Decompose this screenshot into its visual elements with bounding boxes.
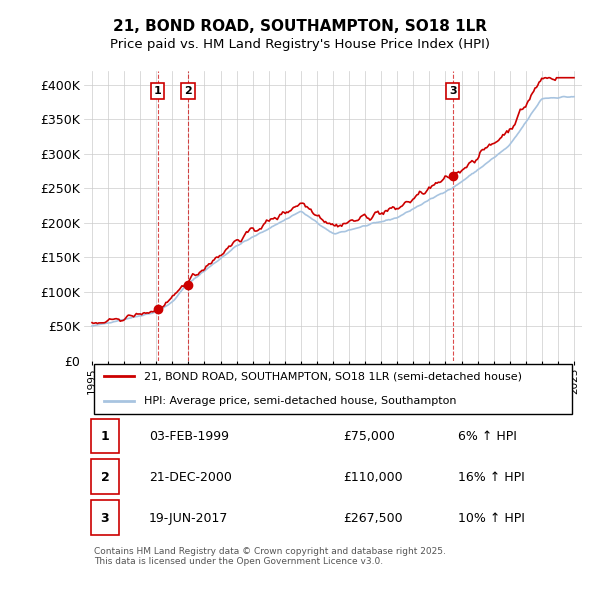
- Text: £110,000: £110,000: [343, 471, 403, 484]
- Text: 21, BOND ROAD, SOUTHAMPTON, SO18 1LR (semi-detached house): 21, BOND ROAD, SOUTHAMPTON, SO18 1LR (se…: [144, 371, 522, 381]
- Text: 1: 1: [101, 431, 109, 444]
- FancyBboxPatch shape: [91, 418, 119, 453]
- Text: 10% ↑ HPI: 10% ↑ HPI: [458, 512, 524, 525]
- Text: 3: 3: [449, 86, 457, 96]
- Text: 1: 1: [154, 86, 161, 96]
- Text: 21-DEC-2000: 21-DEC-2000: [149, 471, 232, 484]
- Text: 16% ↑ HPI: 16% ↑ HPI: [458, 471, 524, 484]
- Text: 6% ↑ HPI: 6% ↑ HPI: [458, 431, 517, 444]
- Text: HPI: Average price, semi-detached house, Southampton: HPI: Average price, semi-detached house,…: [144, 396, 456, 406]
- Text: £267,500: £267,500: [343, 512, 403, 525]
- Text: 19-JUN-2017: 19-JUN-2017: [149, 512, 228, 525]
- FancyBboxPatch shape: [94, 363, 572, 414]
- Text: £75,000: £75,000: [343, 431, 395, 444]
- Text: 03-FEB-1999: 03-FEB-1999: [149, 431, 229, 444]
- FancyBboxPatch shape: [91, 460, 119, 494]
- Text: Contains HM Land Registry data © Crown copyright and database right 2025.
This d: Contains HM Land Registry data © Crown c…: [94, 547, 446, 566]
- Text: 3: 3: [101, 512, 109, 525]
- Text: 21, BOND ROAD, SOUTHAMPTON, SO18 1LR: 21, BOND ROAD, SOUTHAMPTON, SO18 1LR: [113, 19, 487, 34]
- Text: 2: 2: [101, 471, 109, 484]
- FancyBboxPatch shape: [91, 500, 119, 535]
- Text: 2: 2: [184, 86, 192, 96]
- Text: Price paid vs. HM Land Registry's House Price Index (HPI): Price paid vs. HM Land Registry's House …: [110, 38, 490, 51]
